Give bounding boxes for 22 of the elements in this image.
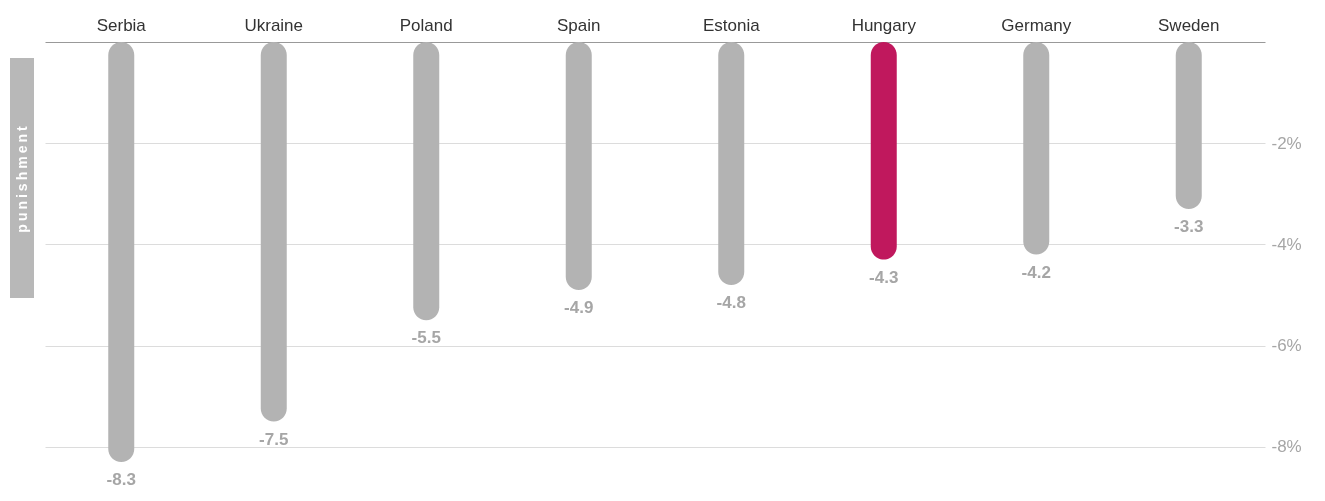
data-label: -3.3 [1174, 216, 1204, 236]
x-tick-label: Sweden [1158, 15, 1220, 35]
data-label: -7.5 [259, 429, 289, 449]
x-tick-label: Poland [399, 15, 453, 35]
data-label: -4.9 [564, 297, 594, 317]
y-tick-label: -4% [1271, 234, 1302, 254]
y-axis-title: punishment [14, 123, 30, 233]
x-tick-label: Germany [1001, 15, 1072, 35]
y-tick-label: -8% [1271, 437, 1302, 457]
x-tick-label: Serbia [96, 15, 147, 35]
data-label: -8.3 [106, 470, 136, 489]
data-label: -4.3 [869, 267, 899, 287]
data-label: -4.8 [716, 292, 746, 312]
x-tick-label: Estonia [702, 15, 761, 35]
x-tick-label: Hungary [851, 15, 917, 35]
y-tick-label: -6% [1271, 336, 1302, 356]
data-label: -4.2 [1021, 262, 1051, 282]
data-label: -5.5 [411, 328, 441, 348]
y-tick-label: -2% [1271, 133, 1302, 153]
axis-tag: punishment [10, 58, 34, 298]
x-tick-label: Spain [557, 15, 601, 35]
x-tick-label: Ukraine [244, 15, 304, 35]
